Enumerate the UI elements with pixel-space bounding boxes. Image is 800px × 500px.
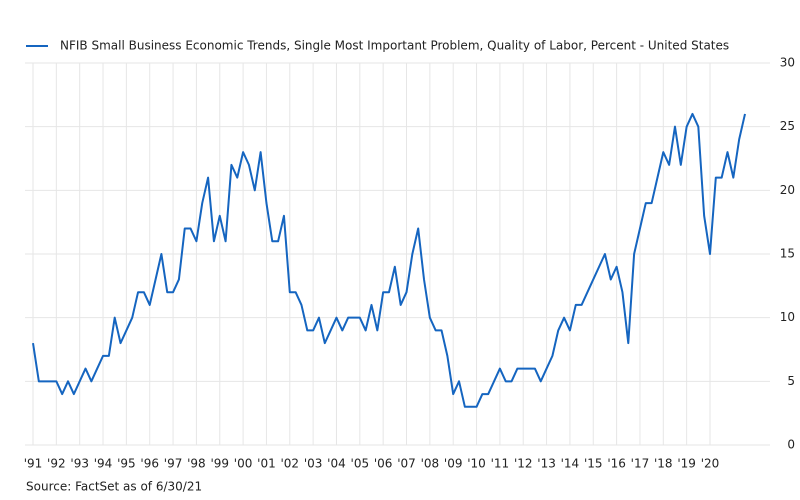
x-tick-label: '98 <box>187 457 206 471</box>
x-tick-label: '97 <box>164 457 183 471</box>
x-tick-label: '15 <box>584 457 603 471</box>
data-line <box>32 112 746 408</box>
x-tick-label: '01 <box>257 457 276 471</box>
x-tick-label: '20 <box>701 457 720 471</box>
x-tick-label: '95 <box>117 457 136 471</box>
x-tick-label: '91 <box>24 457 43 471</box>
x-tick-label: '04 <box>327 457 346 471</box>
y-tick-label: 0 <box>787 438 795 452</box>
x-tick-label: '12 <box>514 457 533 471</box>
x-tick-label: '11 <box>491 457 510 471</box>
x-tick-label: '94 <box>94 457 113 471</box>
x-tick-label: '13 <box>537 457 556 471</box>
y-tick-label: 15 <box>780 247 795 261</box>
x-tick-label: '07 <box>397 457 416 471</box>
x-tick-label: '06 <box>374 457 393 471</box>
x-tick-label: '05 <box>351 457 370 471</box>
x-tick-label: '93 <box>70 457 89 471</box>
x-tick-label: '19 <box>677 457 696 471</box>
y-tick-label: 20 <box>780 183 795 197</box>
x-tick-label: '17 <box>631 457 650 471</box>
y-tick-label: 30 <box>780 56 795 70</box>
y-tick-label: 5 <box>787 374 795 388</box>
x-tick-label: '14 <box>561 457 580 471</box>
x-tick-label: '16 <box>607 457 626 471</box>
y-tick-label: 25 <box>780 119 795 133</box>
x-tick-label: '10 <box>467 457 486 471</box>
source-note: Source: FactSet as of 6/30/21 <box>26 480 202 494</box>
x-tick-label: '08 <box>421 457 440 471</box>
x-tick-label: '96 <box>140 457 159 471</box>
x-tick-label: '92 <box>47 457 66 471</box>
x-tick-label: '09 <box>444 457 463 471</box>
y-tick-label: 10 <box>780 310 795 324</box>
x-tick-label: '03 <box>304 457 323 471</box>
legend-label: NFIB Small Business Economic Trends, Sin… <box>60 39 729 53</box>
x-tick-label: '02 <box>280 457 299 471</box>
x-tick-label: '18 <box>654 457 673 471</box>
x-tick-label: '99 <box>210 457 229 471</box>
x-tick-label: '00 <box>234 457 253 471</box>
